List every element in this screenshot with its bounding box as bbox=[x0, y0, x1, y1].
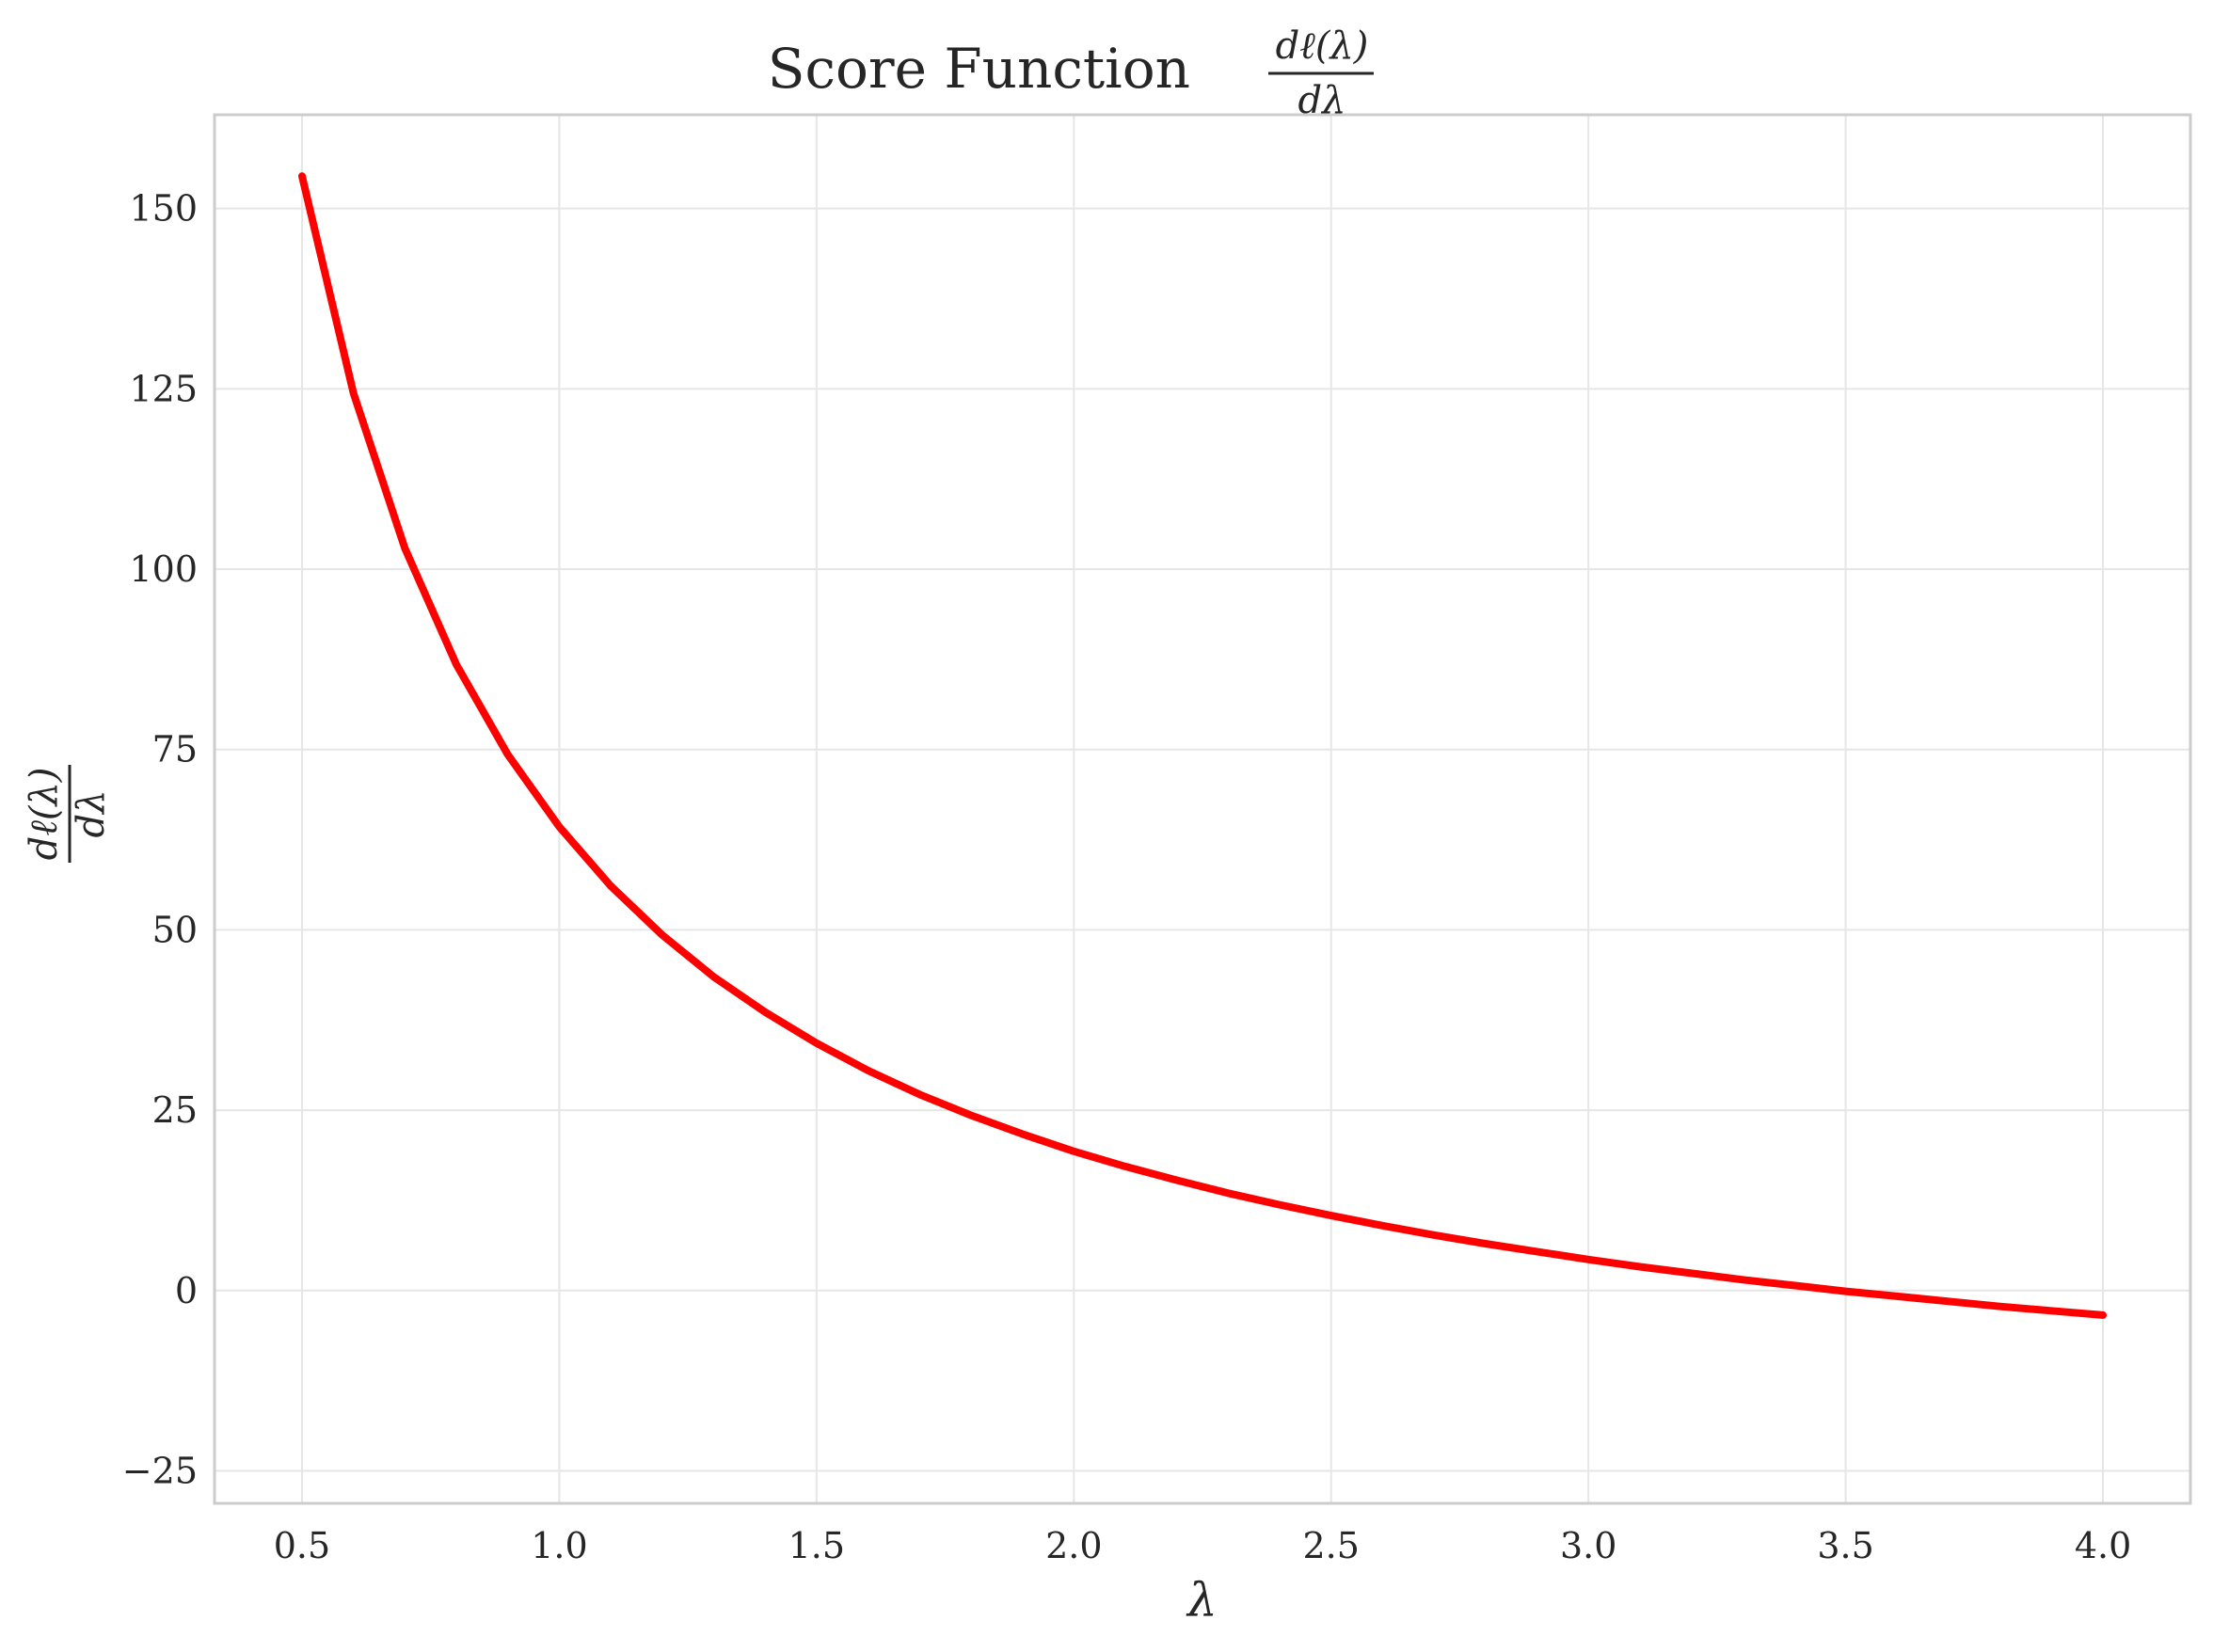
x-tick-label: 0.5 bbox=[274, 1525, 330, 1566]
x-tick-label: 1.0 bbox=[531, 1525, 587, 1566]
chart-title-fraction-denominator: dλ bbox=[1298, 79, 1346, 122]
score-function-line bbox=[298, 172, 2107, 1319]
y-axis-ticks: −25 0 25 50 75 100 125 150 bbox=[122, 188, 198, 1492]
x-tick-label: 4.0 bbox=[2075, 1525, 2131, 1566]
x-tick-label: 3.5 bbox=[1817, 1525, 1873, 1566]
y-axis-label: dℓ(λ) dλ bbox=[23, 765, 113, 863]
x-axis-label: λ bbox=[1186, 1573, 1218, 1628]
y-tick-label: 50 bbox=[152, 909, 198, 950]
x-tick-label: 1.5 bbox=[788, 1525, 845, 1566]
x-tick-label: 2.0 bbox=[1045, 1525, 1102, 1566]
y-tick-label: −25 bbox=[122, 1450, 198, 1491]
y-tick-label: 150 bbox=[129, 188, 198, 230]
grid-lines bbox=[215, 115, 2190, 1503]
y-tick-label: 0 bbox=[175, 1270, 198, 1311]
series-layer bbox=[298, 172, 2107, 1319]
chart-title-fraction-numerator: dℓ(λ) bbox=[1276, 24, 1369, 68]
y-tick-label: 75 bbox=[152, 729, 198, 770]
x-axis-ticks: 0.5 1.0 1.5 2.0 2.5 3.0 3.5 4.0 bbox=[274, 1525, 2132, 1566]
chart-title: Score Function dℓ(λ) dλ bbox=[768, 24, 1374, 122]
y-tick-label: 125 bbox=[129, 368, 198, 409]
x-tick-label: 2.5 bbox=[1303, 1525, 1360, 1566]
x-tick-label: 3.0 bbox=[1560, 1525, 1616, 1566]
y-tick-label: 100 bbox=[129, 548, 198, 590]
plot-frame bbox=[213, 113, 2192, 1505]
chart-title-text: Score Function bbox=[768, 37, 1190, 101]
y-axis-label-denominator: dλ bbox=[70, 790, 113, 838]
y-tick-label: 25 bbox=[152, 1089, 198, 1131]
y-axis-label-numerator: dℓ(λ) bbox=[23, 768, 66, 861]
